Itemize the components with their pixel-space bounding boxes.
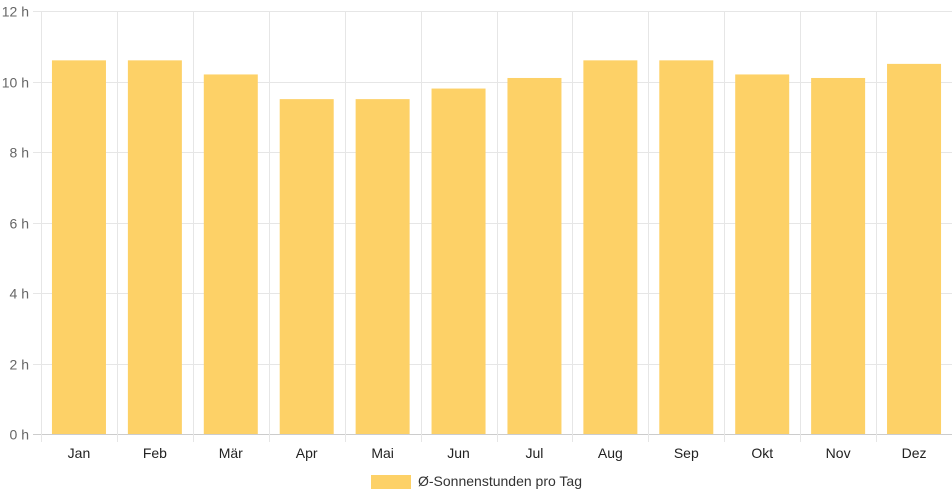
bar-Feb[interactable]: [127, 60, 182, 434]
x-tick-label: Jul: [526, 445, 544, 461]
y-tick-label: 4 h: [10, 286, 29, 302]
bar-Nov[interactable]: [811, 77, 866, 434]
bar-Mai[interactable]: [355, 99, 410, 434]
y-tick-label: 12 h: [2, 4, 29, 20]
x-tick-label: Sep: [674, 445, 699, 461]
bar-Apr[interactable]: [279, 99, 334, 434]
y-tick-label: 8 h: [10, 145, 29, 161]
bar-Sep[interactable]: [659, 60, 714, 434]
bars: [51, 60, 942, 435]
y-tick-label: 2 h: [10, 357, 29, 373]
x-tick-label: Jan: [68, 445, 91, 461]
x-tick-label: Nov: [826, 445, 851, 461]
legend[interactable]: Ø-Sonnenstunden pro Tag: [371, 473, 582, 489]
x-tick-label: Apr: [296, 445, 318, 461]
legend-label: Ø-Sonnenstunden pro Tag: [418, 473, 582, 489]
y-tick-label: 0 h: [10, 427, 29, 443]
x-tick-label: Jun: [447, 445, 470, 461]
x-tick-label: Okt: [751, 445, 773, 461]
bar-Jan[interactable]: [51, 60, 106, 434]
x-tick-label: Feb: [143, 445, 167, 461]
x-axis: Jan Feb Mär Apr Mai Jun Jul Aug Sep Okt Nov Dez: [68, 445, 927, 461]
y-axis: 0 h 2 h 4 h 6 h 8 h 10 h 12 h: [2, 4, 29, 443]
bar-Jul[interactable]: [507, 77, 562, 434]
bar-Dez[interactable]: [887, 63, 942, 434]
x-tick-label: Mär: [219, 445, 243, 461]
x-tick-label: Dez: [902, 445, 927, 461]
legend-swatch: [371, 475, 411, 489]
y-tick-label: 6 h: [10, 216, 29, 232]
bar-Mär[interactable]: [203, 74, 258, 434]
y-tick-label: 10 h: [2, 75, 29, 91]
x-tick-label: Aug: [598, 445, 623, 461]
grid-lines: [33, 11, 952, 442]
bar-Jun[interactable]: [431, 88, 486, 435]
x-tick-label: Mai: [371, 445, 394, 461]
bar-Okt[interactable]: [735, 74, 790, 434]
bar-Aug[interactable]: [583, 60, 638, 434]
